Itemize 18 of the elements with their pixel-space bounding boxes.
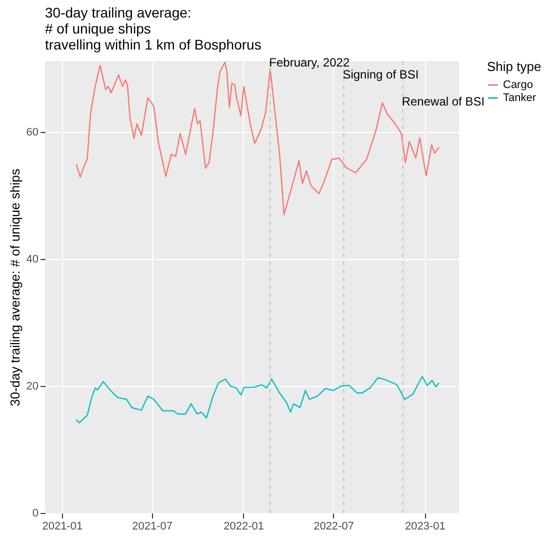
line-series bbox=[76, 376, 440, 424]
x-tick-label: 2023-01 bbox=[405, 520, 446, 532]
y-tick-label: 20 bbox=[26, 380, 38, 393]
x-tick-label: 2022-01 bbox=[224, 520, 264, 532]
y-axis-title: 30-day trailing average: # of unique ships bbox=[7, 168, 22, 406]
chart-title: 30-day trailing average: # of unique ships travelling within 1 km of Bosphorus bbox=[45, 4, 262, 52]
x-tick-label: 2022-07 bbox=[314, 520, 354, 532]
y-tick-label: 40 bbox=[26, 254, 38, 266]
y-tick-label: 0 bbox=[32, 508, 38, 520]
y-tick-label: 60 bbox=[26, 126, 38, 139]
legend-title: Ship type bbox=[487, 59, 542, 74]
annotation: Signing of BSI bbox=[342, 67, 419, 82]
legend-label: Tanker bbox=[503, 92, 536, 104]
annotation: February, 2022 bbox=[269, 55, 350, 70]
x-tick-label: 2021-07 bbox=[132, 520, 173, 532]
legend-label: Cargo bbox=[503, 79, 533, 91]
annotation: Renewal of BSI bbox=[402, 94, 485, 109]
x-tick-label: 2021-01 bbox=[42, 520, 83, 532]
